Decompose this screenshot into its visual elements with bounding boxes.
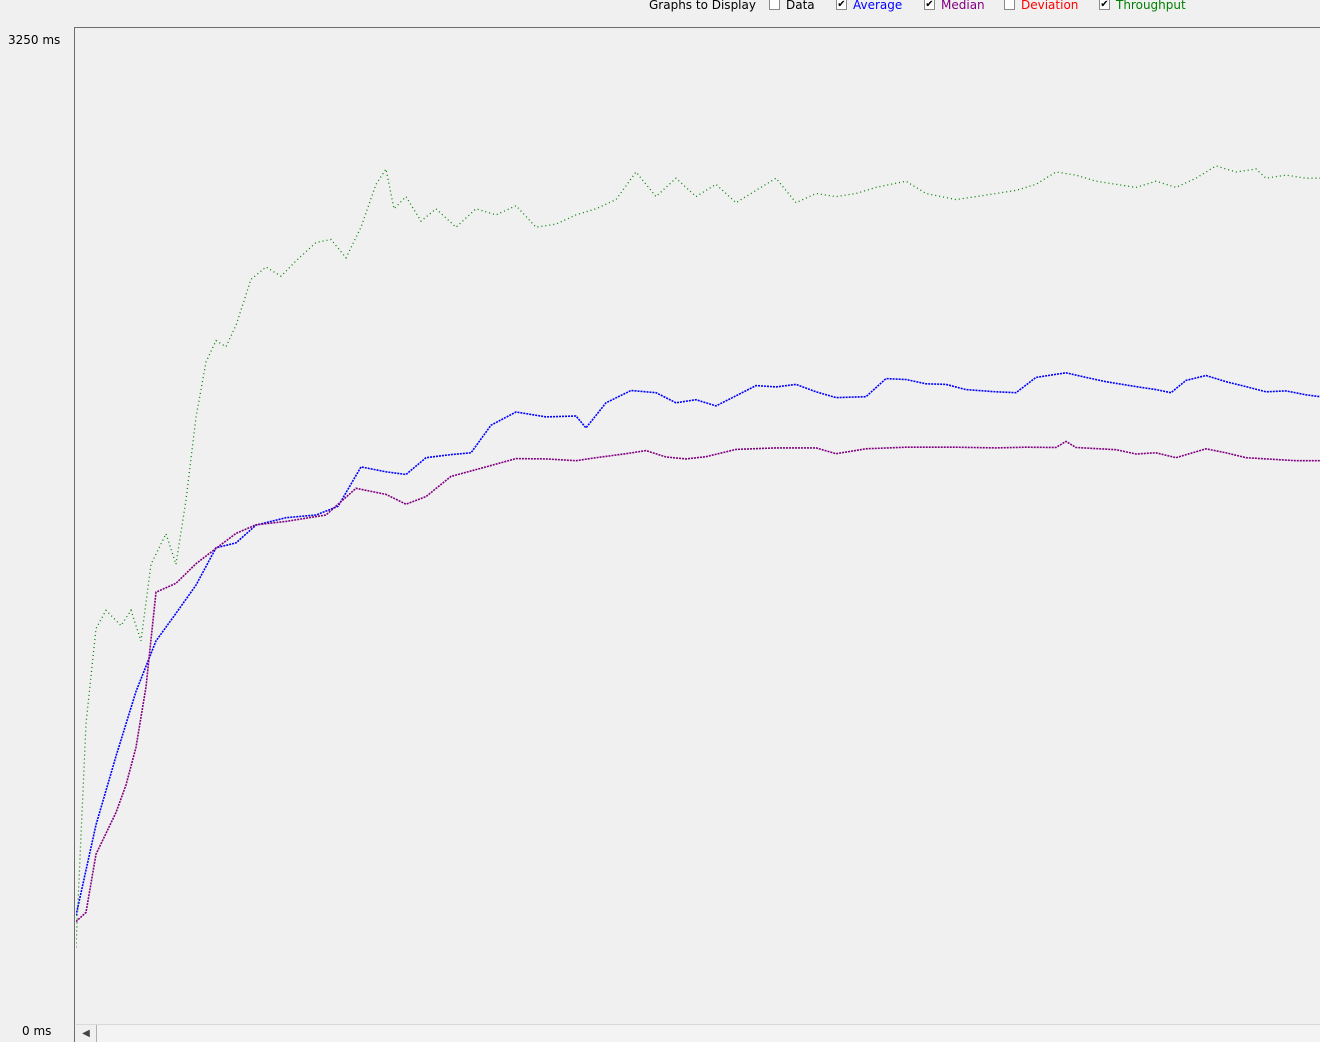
- plot-area: [74, 27, 1320, 1042]
- deviation-label: Deviation: [1021, 0, 1079, 12]
- average-checkbox-box[interactable]: ✔: [836, 0, 847, 10]
- average-series-line: [76, 371, 1320, 916]
- throughput-series-line: [76, 165, 1320, 948]
- y-axis-max-label: 3250 ms: [8, 33, 61, 47]
- horizontal-scrollbar[interactable]: ◀: [76, 1024, 1320, 1042]
- throughput-checkbox-box[interactable]: ✔: [1099, 0, 1110, 10]
- y-axis-min-label: 0 ms: [22, 1024, 52, 1038]
- legend-title: Graphs to Display: [649, 0, 756, 12]
- throughput-label: Throughput: [1116, 0, 1186, 12]
- scroll-left-icon[interactable]: ◀: [82, 1028, 90, 1039]
- median-label: Median: [941, 0, 985, 12]
- graph-legend-bar: Graphs to Display Data ✔ Average ✔ Media…: [0, 0, 1320, 14]
- average-label: Average: [853, 0, 903, 12]
- deviation-checkbox-box[interactable]: [1004, 0, 1015, 10]
- median-checkbox-box[interactable]: ✔: [924, 0, 935, 10]
- scrollbar-thumb[interactable]: [96, 1025, 1320, 1042]
- median-series-line: [76, 440, 1320, 923]
- graph-canvas: [76, 165, 1320, 948]
- data-label: Data: [786, 0, 815, 12]
- data-checkbox-box[interactable]: [769, 0, 780, 10]
